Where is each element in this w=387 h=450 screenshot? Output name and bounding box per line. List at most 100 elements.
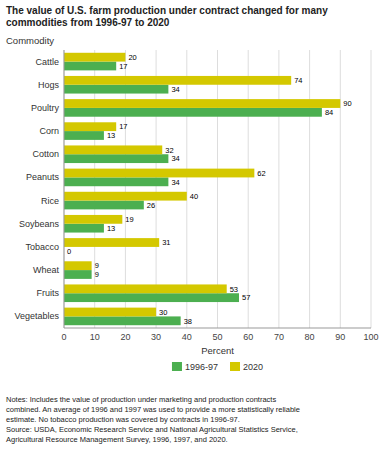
legend: 1996-97 2020 bbox=[172, 362, 263, 372]
bar bbox=[64, 145, 162, 154]
legend-swatch bbox=[230, 362, 240, 371]
note-line: combined. An average of 1996 and 1997 wa… bbox=[6, 405, 300, 414]
bar bbox=[64, 284, 227, 293]
x-tick-label: 10 bbox=[90, 332, 100, 342]
data-label: 62 bbox=[257, 169, 265, 178]
x-tick-label: 100 bbox=[363, 332, 378, 342]
bar bbox=[64, 224, 104, 233]
bar bbox=[64, 85, 168, 94]
title-line: commodities from 1996-97 to 2020 bbox=[6, 17, 170, 28]
legend-label: 1996-97 bbox=[185, 362, 218, 372]
bar bbox=[64, 131, 104, 140]
chart: The value of U.S. farm production under … bbox=[0, 0, 387, 450]
bar bbox=[64, 308, 156, 317]
bar bbox=[64, 169, 254, 178]
data-label: 17 bbox=[119, 122, 127, 131]
x-tick-label: 40 bbox=[182, 332, 192, 342]
y-tick-label: Peanuts bbox=[26, 172, 60, 182]
data-label: 13 bbox=[107, 131, 115, 140]
bar bbox=[64, 270, 92, 279]
y-tick-label: Cattle bbox=[35, 57, 59, 67]
bar bbox=[64, 192, 187, 201]
bar bbox=[64, 154, 168, 163]
note-line: Agricultural Resource Management Survey,… bbox=[6, 435, 228, 444]
bar bbox=[64, 108, 322, 117]
bar bbox=[64, 293, 239, 302]
data-label: 57 bbox=[242, 293, 250, 302]
data-label: 34 bbox=[171, 85, 179, 94]
data-label: 19 bbox=[125, 215, 133, 224]
bar bbox=[64, 122, 116, 131]
data-label: 20 bbox=[128, 53, 136, 62]
data-label: 38 bbox=[184, 317, 192, 326]
y-tick-label: Poultry bbox=[31, 103, 60, 113]
data-label: 31 bbox=[162, 238, 170, 247]
legend-item: 2020 bbox=[230, 362, 263, 372]
y-tick-label: Wheat bbox=[33, 265, 60, 275]
y-tick-label: Cotton bbox=[32, 149, 59, 159]
bar bbox=[64, 62, 116, 71]
data-label: 84 bbox=[325, 108, 333, 117]
x-tick-label: 30 bbox=[151, 332, 161, 342]
x-axis-label: Percent bbox=[201, 345, 234, 356]
bar bbox=[64, 99, 340, 108]
grid-line bbox=[309, 50, 310, 328]
data-label: 9 bbox=[95, 261, 99, 270]
bar bbox=[64, 177, 168, 186]
data-label: 9 bbox=[95, 270, 99, 279]
data-label: 0 bbox=[67, 247, 71, 256]
data-label: 90 bbox=[343, 99, 351, 108]
x-tick-label: 50 bbox=[212, 332, 222, 342]
grid-line bbox=[64, 50, 65, 328]
data-label: 32 bbox=[165, 146, 173, 155]
y-tick-label: Tobacco bbox=[25, 242, 59, 252]
bar bbox=[64, 53, 125, 62]
y-tick-label: Vegetables bbox=[14, 311, 59, 321]
y-tick-label: Soybeans bbox=[19, 219, 60, 229]
data-label: 74 bbox=[294, 76, 302, 85]
legend-item: 1996-97 bbox=[172, 362, 218, 372]
note-line: Notes: Includes the value of production … bbox=[6, 395, 276, 404]
data-labels: 1720347484901317343234622640131903199575… bbox=[67, 53, 352, 326]
note-line: Source: USDA, Economic Research Service … bbox=[6, 425, 298, 434]
bar bbox=[64, 76, 291, 85]
data-label: 30 bbox=[159, 308, 167, 317]
note-line: estimate. No tobacco production was cove… bbox=[6, 415, 240, 424]
y-tick-label: Corn bbox=[39, 126, 59, 136]
bar bbox=[64, 316, 181, 325]
grid bbox=[64, 50, 371, 328]
data-label: 34 bbox=[171, 178, 179, 187]
x-axis-line bbox=[64, 328, 371, 329]
data-label: 53 bbox=[230, 285, 238, 294]
data-label: 17 bbox=[119, 62, 127, 71]
x-tick-label: 70 bbox=[274, 332, 284, 342]
notes: Notes: Includes the value of production … bbox=[6, 395, 300, 444]
x-tick-label: 0 bbox=[61, 332, 66, 342]
grid-line bbox=[371, 50, 372, 328]
data-label: 13 bbox=[107, 224, 115, 233]
grid-line bbox=[278, 50, 279, 328]
legend-swatch bbox=[172, 362, 182, 371]
title-line: The value of U.S. farm production under … bbox=[6, 5, 328, 16]
y-axis-line bbox=[64, 50, 65, 328]
title: The value of U.S. farm production under … bbox=[6, 5, 328, 28]
x-tick-label: 60 bbox=[243, 332, 253, 342]
grid-line bbox=[248, 50, 249, 328]
x-tick-label: 90 bbox=[335, 332, 345, 342]
bar bbox=[64, 201, 144, 210]
y-tick-label: Fruits bbox=[37, 288, 60, 298]
x-tick-label: 80 bbox=[305, 332, 315, 342]
bars bbox=[64, 53, 340, 325]
bar bbox=[64, 261, 92, 270]
y-axis-label: Commodity bbox=[6, 35, 54, 46]
bar bbox=[64, 238, 159, 247]
legend-label: 2020 bbox=[243, 362, 263, 372]
bar bbox=[64, 215, 122, 224]
data-label: 40 bbox=[190, 192, 198, 201]
data-label: 26 bbox=[147, 201, 155, 210]
y-tick-label: Hogs bbox=[38, 80, 60, 90]
x-tick-label: 20 bbox=[120, 332, 130, 342]
y-tick-label: Rice bbox=[41, 196, 59, 206]
grid-line bbox=[340, 50, 341, 328]
data-label: 34 bbox=[171, 154, 179, 163]
